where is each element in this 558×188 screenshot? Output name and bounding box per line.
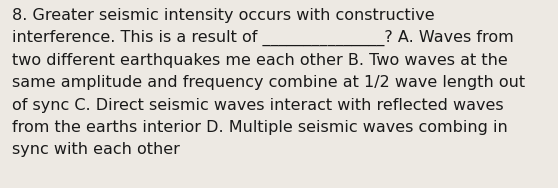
Text: 8. Greater seismic intensity occurs with constructive
interference. This is a re: 8. Greater seismic intensity occurs with… [12, 8, 526, 157]
